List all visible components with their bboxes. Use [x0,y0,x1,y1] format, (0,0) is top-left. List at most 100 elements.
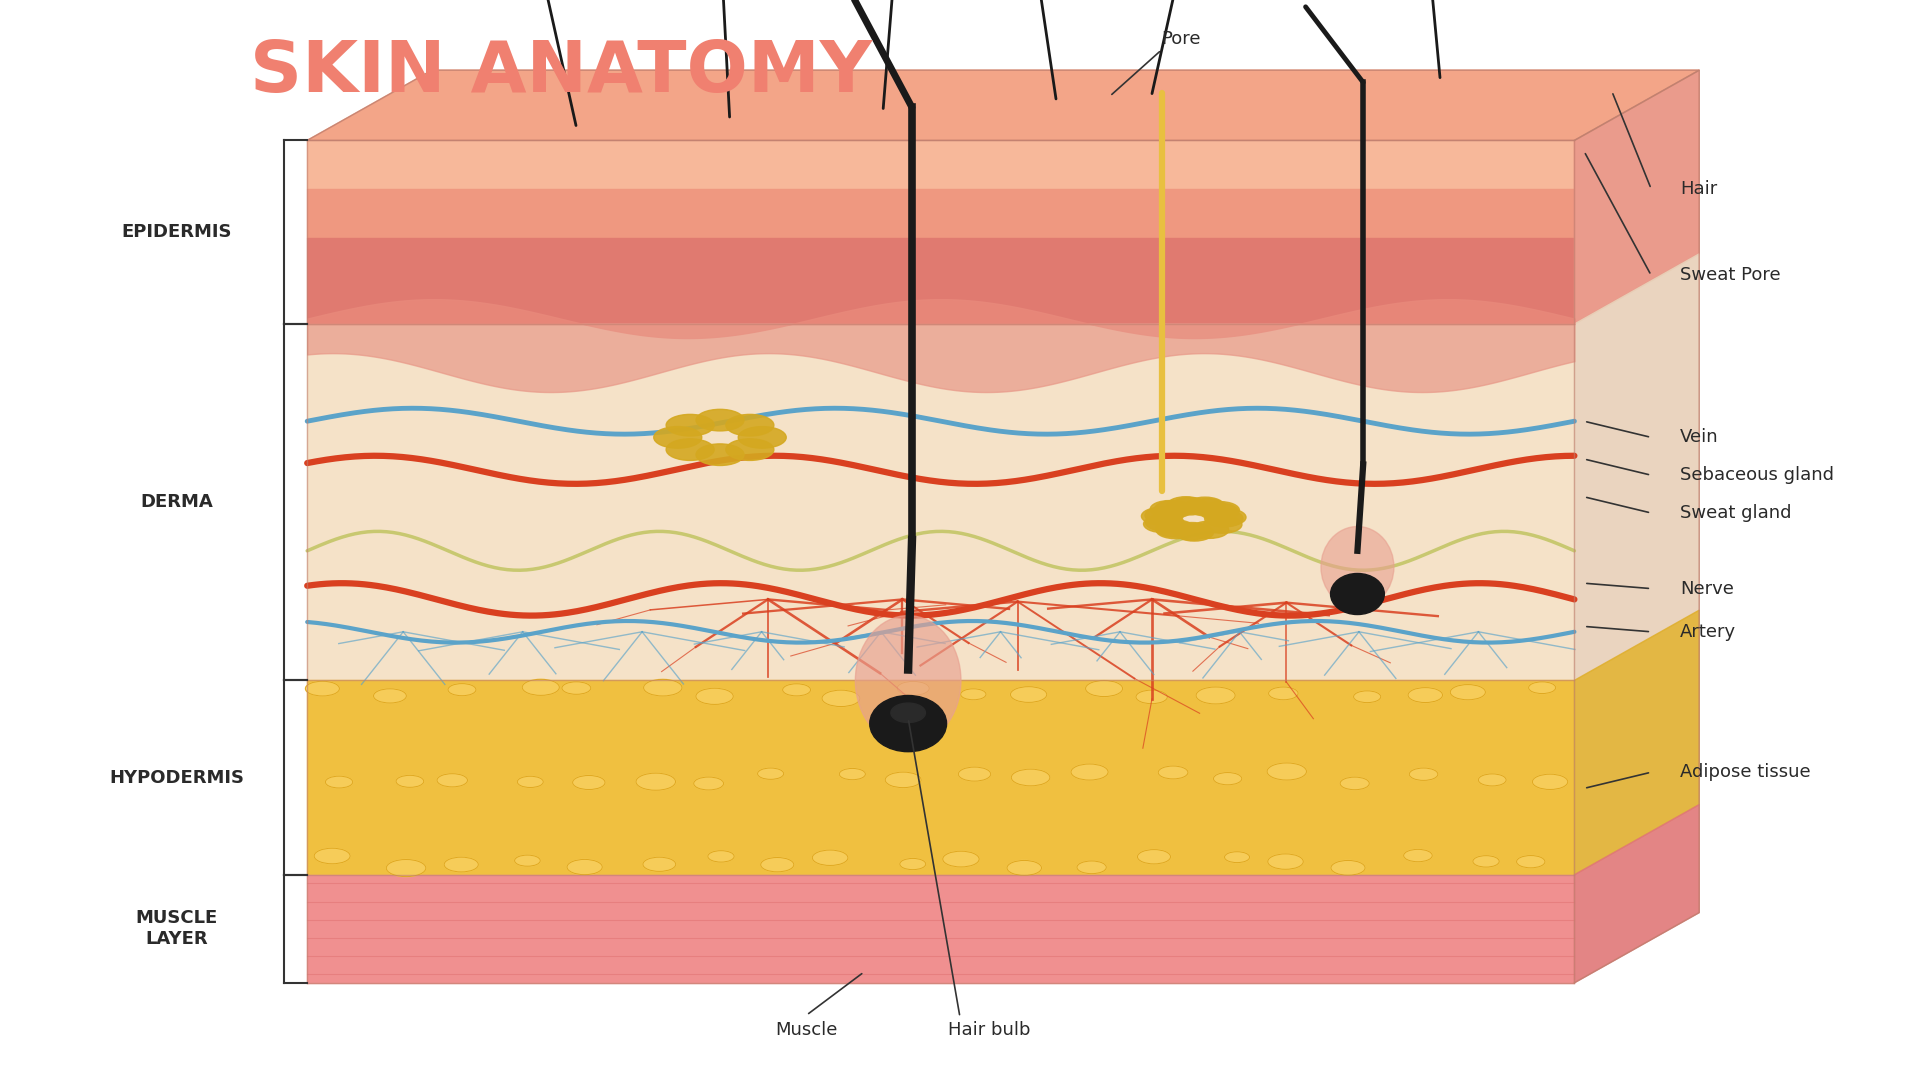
Polygon shape [307,70,1699,140]
Ellipse shape [1204,516,1242,534]
Ellipse shape [1473,855,1500,867]
Ellipse shape [522,679,559,696]
Ellipse shape [1269,687,1298,700]
Text: Pore: Pore [1162,29,1202,48]
Text: Hair: Hair [1680,180,1716,198]
Ellipse shape [1225,852,1250,863]
Polygon shape [1574,610,1699,875]
Ellipse shape [726,415,774,436]
Ellipse shape [1085,680,1123,697]
Polygon shape [307,875,1574,983]
Ellipse shape [1077,861,1106,874]
Ellipse shape [760,858,793,872]
Ellipse shape [1158,766,1188,779]
Ellipse shape [572,775,605,789]
Ellipse shape [1146,514,1185,531]
Text: SKIN ANATOMY: SKIN ANATOMY [250,38,872,107]
Ellipse shape [1144,507,1183,524]
Ellipse shape [1137,850,1171,864]
Text: Sweat Pore: Sweat Pore [1680,267,1780,284]
Ellipse shape [1340,778,1369,789]
Ellipse shape [653,427,703,448]
Polygon shape [1574,254,1699,680]
Ellipse shape [1450,685,1486,700]
Ellipse shape [708,851,733,862]
Ellipse shape [666,415,714,436]
Ellipse shape [563,681,591,694]
Ellipse shape [693,777,724,789]
Polygon shape [307,680,1574,875]
Polygon shape [1574,805,1699,983]
Text: MUSCLE
LAYER: MUSCLE LAYER [136,909,217,948]
Ellipse shape [870,696,947,752]
Text: DERMA: DERMA [140,494,213,511]
Ellipse shape [1321,526,1394,607]
Ellipse shape [758,768,783,780]
Ellipse shape [1204,510,1242,527]
Ellipse shape [726,438,774,460]
Ellipse shape [386,860,426,877]
Polygon shape [307,189,1574,238]
Ellipse shape [1140,508,1179,525]
Ellipse shape [1169,498,1208,515]
Ellipse shape [943,851,979,867]
Ellipse shape [1409,768,1438,781]
Ellipse shape [1154,501,1192,518]
Ellipse shape [1006,861,1041,876]
Ellipse shape [900,859,925,869]
Text: EPIDERMIS: EPIDERMIS [121,224,232,241]
Ellipse shape [636,773,676,791]
Ellipse shape [897,681,929,696]
Polygon shape [307,140,1574,189]
Ellipse shape [1071,764,1108,780]
Ellipse shape [643,858,676,872]
Ellipse shape [1010,687,1046,702]
Ellipse shape [438,773,467,787]
Ellipse shape [1150,500,1188,517]
Ellipse shape [1407,688,1442,702]
Ellipse shape [695,444,745,465]
Ellipse shape [1478,774,1505,786]
Ellipse shape [1187,499,1225,516]
Ellipse shape [1267,762,1306,780]
Ellipse shape [958,767,991,781]
Ellipse shape [812,850,849,865]
Ellipse shape [1190,522,1229,539]
Ellipse shape [324,777,353,788]
Text: Hair bulb: Hair bulb [948,1021,1029,1039]
Ellipse shape [1213,772,1242,785]
Ellipse shape [1156,522,1194,539]
Ellipse shape [1331,861,1365,875]
Ellipse shape [1175,524,1213,541]
Ellipse shape [444,858,478,872]
Text: Vein: Vein [1680,429,1718,446]
Ellipse shape [566,860,603,875]
Text: Muscle: Muscle [776,1021,837,1039]
Ellipse shape [1196,687,1235,704]
Ellipse shape [305,681,340,696]
Ellipse shape [1137,690,1167,704]
Ellipse shape [856,616,960,745]
Ellipse shape [515,855,540,866]
Ellipse shape [1187,497,1225,514]
Ellipse shape [695,409,745,431]
Ellipse shape [737,427,787,448]
Text: Adipose tissue: Adipose tissue [1680,764,1811,781]
Ellipse shape [1012,769,1050,786]
Ellipse shape [1528,681,1555,693]
Ellipse shape [1156,519,1194,537]
Polygon shape [307,70,1699,140]
Text: HYPODERMIS: HYPODERMIS [109,769,244,786]
Ellipse shape [516,777,543,787]
Ellipse shape [1208,509,1246,526]
Polygon shape [307,324,1574,680]
Ellipse shape [1173,523,1212,540]
Ellipse shape [1202,501,1240,518]
Ellipse shape [643,679,682,696]
Ellipse shape [822,690,860,706]
Ellipse shape [1404,849,1432,862]
Ellipse shape [885,772,922,787]
Ellipse shape [960,689,987,700]
Text: Nerve: Nerve [1680,580,1734,597]
Ellipse shape [839,769,866,780]
